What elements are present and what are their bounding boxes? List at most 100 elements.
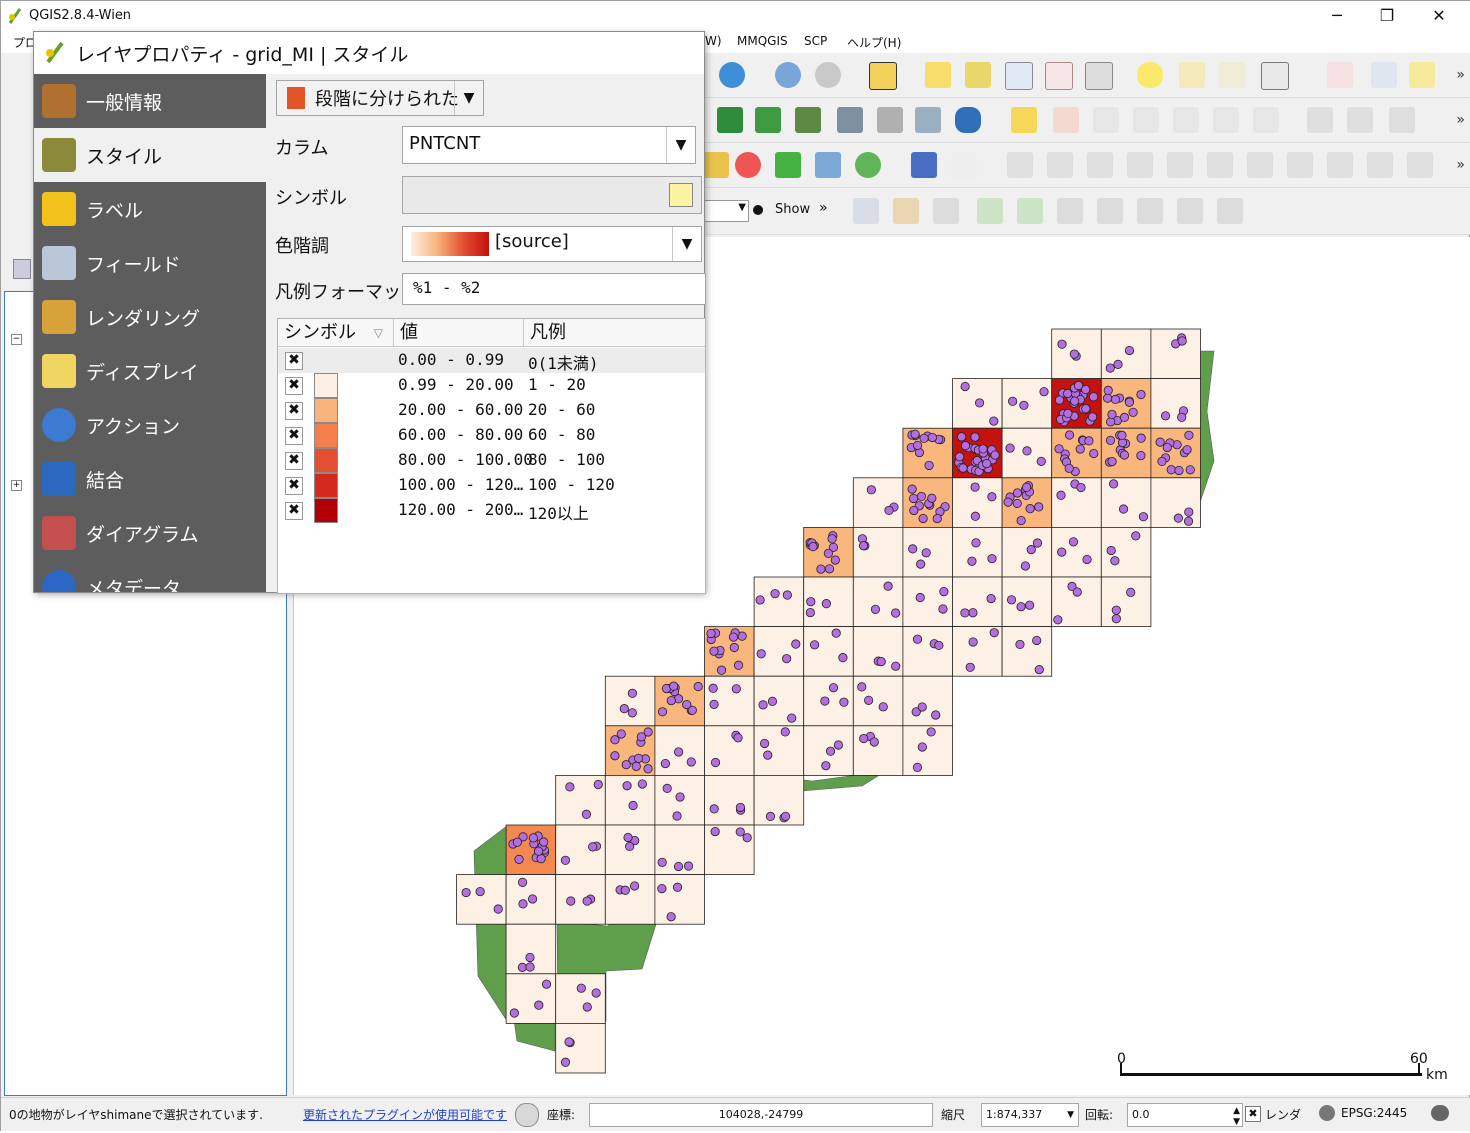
crs-label[interactable]: EPSG:2445 (1341, 1106, 1408, 1120)
menu-item-view-fragment[interactable]: W) (705, 34, 722, 48)
column-tool2-icon[interactable] (893, 198, 919, 224)
class-visibility-checkbox[interactable]: ✖ (285, 477, 303, 495)
class-visibility-checkbox[interactable]: ✖ (285, 352, 303, 370)
class-legend-label[interactable]: 60 - 80 (528, 425, 596, 444)
messages-icon[interactable] (515, 1103, 539, 1127)
class-color-swatch[interactable] (314, 373, 338, 398)
column-dropdown-arrow-icon[interactable]: ▼ (666, 127, 695, 163)
legend-format-input[interactable]: %1 - %2 (402, 273, 706, 305)
gps-icon[interactable] (1371, 62, 1397, 88)
redo-icon[interactable] (1087, 152, 1113, 178)
shape-tool3-icon[interactable] (1207, 152, 1233, 178)
class-visibility-checkbox[interactable]: ✖ (285, 427, 303, 445)
offset-icon[interactable] (1177, 198, 1203, 224)
symbol-button[interactable] (402, 176, 702, 214)
toolbar-overflow-4[interactable]: » (819, 200, 828, 216)
class-legend-label[interactable]: 120以上 (528, 504, 589, 523)
tree-expand-icon[interactable]: + (11, 480, 22, 491)
attribute-table-icon[interactable] (1005, 62, 1033, 90)
table-row[interactable]: ✖ 100.00 - 120… 100 - 120 (278, 473, 705, 498)
spin-down-icon[interactable]: ▼ (1233, 1117, 1240, 1127)
minimize-button[interactable]: ─ (1332, 6, 1342, 25)
renderer-dropdown-arrow-icon[interactable]: ▼ (454, 81, 483, 115)
chart-tool2-icon[interactable] (1347, 107, 1373, 133)
header-symbol[interactable]: シンボル ▽ (278, 319, 394, 347)
column-combo[interactable]: PNTCNT ▼ (402, 126, 696, 164)
measure-icon[interactable] (1085, 62, 1113, 90)
class-legend-label[interactable]: 0(1未満) (528, 354, 599, 373)
menu-project-fragment[interactable]: プロ (13, 36, 38, 50)
class-color-swatch[interactable] (314, 498, 338, 523)
class-value-range[interactable]: 120.00 - 200… (398, 500, 524, 519)
class-value-range[interactable]: 80.00 - 100.00 (398, 450, 533, 469)
label-abc-icon[interactable] (1011, 107, 1037, 133)
shape-tool2-icon[interactable] (1167, 152, 1193, 178)
class-color-swatch[interactable] (314, 398, 338, 423)
whats-this-icon[interactable] (951, 152, 977, 178)
add-feature-icon[interactable] (977, 198, 1003, 224)
show-label[interactable]: Show (775, 202, 811, 217)
annotation-icon[interactable] (1137, 62, 1163, 88)
rotation-spinbox[interactable]: 0.0 ▲ ▼ (1127, 1103, 1243, 1127)
coord-field[interactable]: 104028,-24799 (589, 1103, 933, 1127)
sidebar-item-0[interactable]: 一般情報 (34, 74, 266, 128)
toolbar-overflow-2[interactable]: » (1456, 112, 1465, 128)
classes-table[interactable]: シンボル ▽ 値 凡例 ✖ 0.00 - 0.99 0(1未満) ✖ 0.99 - 20… (277, 318, 706, 594)
table-row[interactable]: ✖ 20.00 - 60.00 20 - 60 (278, 398, 705, 423)
table-row[interactable]: ✖ 60.00 - 80.00 60 - 80 (278, 423, 705, 448)
scale-combo[interactable]: 1:874,337 ▼ (981, 1103, 1079, 1127)
raster-icon[interactable] (717, 107, 743, 133)
text-annotation-icon[interactable] (1179, 62, 1205, 88)
class-value-range[interactable]: 60.00 - 80.00 (398, 425, 524, 444)
georeference-icon[interactable] (795, 107, 821, 133)
label-eye-icon[interactable] (1133, 107, 1159, 133)
crosshair-icon[interactable] (1327, 62, 1353, 88)
split-icon[interactable] (1097, 198, 1123, 224)
sidebar-item-1[interactable]: スタイル (34, 128, 266, 182)
shape-tool6-icon[interactable] (1327, 152, 1353, 178)
upload-icon[interactable] (877, 107, 903, 133)
sidebar-item-6[interactable]: アクション (34, 398, 266, 452)
menu-item-help[interactable]: ヘルプ(H) (847, 36, 902, 50)
sidebar-item-3[interactable]: フィールド (34, 236, 266, 290)
sidebar-item-7[interactable]: 結合 (34, 452, 266, 506)
menu-item-mmqgis[interactable]: MMQGIS (737, 34, 788, 48)
dropdown-box[interactable]: ▼ (703, 200, 749, 222)
zoom-tool-icon[interactable] (815, 62, 841, 88)
label-rotate-icon[interactable] (1213, 107, 1239, 133)
shape-tool7-icon[interactable] (1367, 152, 1393, 178)
rotate-icon[interactable] (1217, 198, 1243, 224)
class-value-range[interactable]: 0.00 - 0.99 (398, 350, 504, 369)
class-visibility-checkbox[interactable]: ✖ (285, 502, 303, 520)
line-icon[interactable] (815, 152, 841, 178)
reshape-icon[interactable] (1137, 198, 1163, 224)
class-value-range[interactable]: 20.00 - 60.00 (398, 400, 524, 419)
class-visibility-checkbox[interactable]: ✖ (285, 452, 303, 470)
digitize-icon[interactable] (1007, 152, 1033, 178)
class-value-range[interactable]: 100.00 - 120… (398, 475, 524, 494)
class-legend-label[interactable]: 20 - 60 (528, 400, 596, 419)
scale-dropdown-arrow-icon[interactable]: ▼ (1067, 1110, 1074, 1120)
close-button[interactable]: ✕ (1432, 6, 1446, 25)
add-feature2-icon[interactable] (1017, 198, 1043, 224)
spin-up-icon[interactable]: ▲ (1233, 1106, 1240, 1116)
sidebar-item-9[interactable]: メタデータ (34, 560, 266, 592)
database-icon[interactable] (955, 107, 981, 133)
globe-icon[interactable] (855, 152, 881, 178)
label-pin-icon[interactable] (1053, 107, 1079, 133)
sidebar-item-2[interactable]: ラベル (34, 182, 266, 236)
renderer-type-combo[interactable]: 段階に分けられた ▼ (276, 80, 484, 116)
class-legend-label[interactable]: 100 - 120 (528, 475, 615, 494)
toolbar-overflow-3[interactable]: » (1456, 157, 1465, 173)
class-color-swatch[interactable] (314, 423, 338, 448)
header-value[interactable]: 値 (394, 319, 524, 347)
identify-icon[interactable] (775, 62, 801, 88)
map-canvas[interactable]: 0 60 km (293, 237, 1470, 1095)
plugin-icon[interactable] (1409, 62, 1435, 88)
expression-select-icon[interactable] (965, 62, 991, 88)
table-row[interactable]: ✖ 80.00 - 100.00 80 - 100 (278, 448, 705, 473)
merge-icon[interactable] (1057, 198, 1083, 224)
polygon-icon[interactable] (775, 152, 801, 178)
label-change-icon[interactable] (1253, 107, 1279, 133)
chart-tool-icon[interactable] (1307, 107, 1333, 133)
